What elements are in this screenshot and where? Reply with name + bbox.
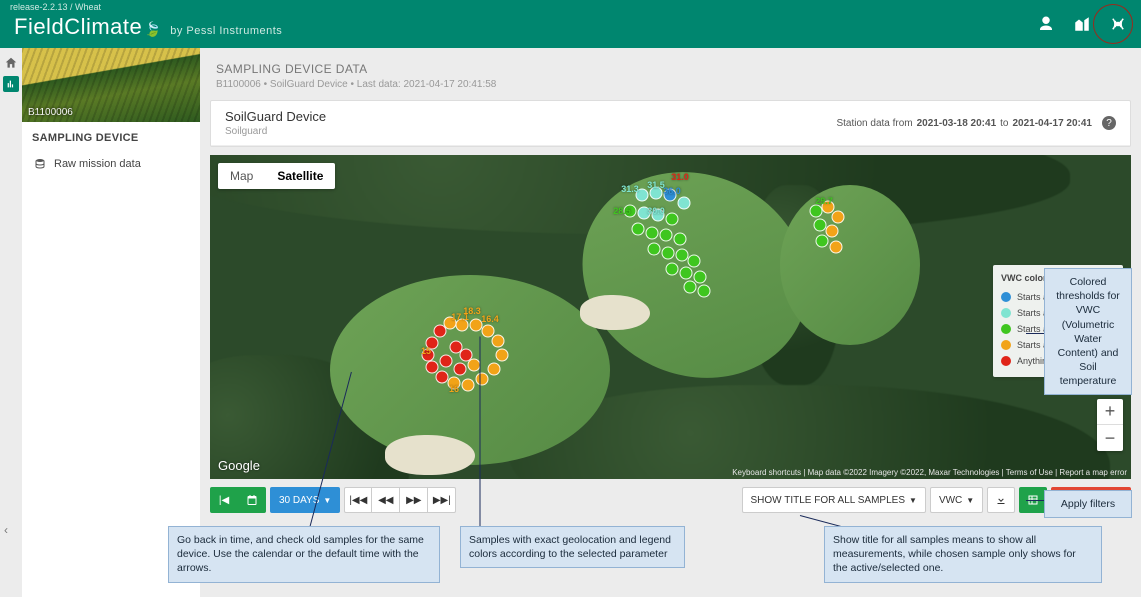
sample-label: 18.3	[463, 306, 481, 316]
database-icon	[34, 158, 46, 170]
sample-dot[interactable]	[662, 247, 675, 260]
sample-dot[interactable]	[694, 271, 707, 284]
sample-dot[interactable]	[678, 197, 691, 210]
sample-label: 30.0	[647, 206, 665, 216]
google-logo: Google	[218, 458, 260, 473]
sample-dot[interactable]	[660, 229, 673, 242]
home-icon[interactable]	[4, 56, 18, 70]
legend-swatch	[1001, 308, 1011, 318]
annotation-line	[480, 337, 481, 527]
sample-dot[interactable]	[816, 235, 829, 248]
sample-label: 31.3	[621, 184, 639, 194]
nav-next[interactable]: ▶▶	[400, 487, 428, 513]
leaf-icon: 🍃	[144, 21, 162, 38]
sample-dot[interactable]	[680, 267, 693, 280]
map[interactable]: Map Satellite VWC color definitions Star…	[210, 155, 1131, 479]
sample-dot[interactable]	[674, 233, 687, 246]
station-thumbnail[interactable]: B1100006	[22, 48, 200, 122]
sample-label: 15	[421, 346, 431, 356]
page-title: SAMPLING DEVICE DATA	[216, 62, 1125, 76]
sample-label: 31.0	[671, 172, 689, 182]
zoom-in-button[interactable]: +	[1097, 399, 1123, 425]
sample-dot[interactable]	[666, 213, 679, 226]
sample-label: 31.5	[647, 180, 665, 190]
sample-dot[interactable]	[454, 363, 467, 376]
collapse-icon[interactable]: ‹	[4, 523, 8, 537]
panel-subtitle: Soilguard	[225, 126, 326, 137]
callout-samples: Samples with exact geolocation and legen…	[460, 526, 685, 568]
date-range: Station data from 2021-03-18 20:41 to 20…	[836, 116, 1116, 130]
help-icon[interactable]: ?	[1102, 116, 1116, 130]
nav-prev[interactable]: ◀◀	[372, 487, 400, 513]
callout-thresholds: Colored thresholds for VWC (Volumetric W…	[1044, 268, 1132, 395]
calendar-button[interactable]	[238, 487, 266, 513]
sample-dot[interactable]	[462, 379, 475, 392]
sample-dot[interactable]	[426, 361, 439, 374]
sidebar-item-raw-mission[interactable]: Raw mission data	[22, 152, 200, 176]
annotation-line	[1026, 500, 1046, 501]
map-type-map[interactable]: Map	[218, 163, 265, 189]
zoom-control: + −	[1097, 399, 1123, 451]
panel-title: SoilGuard Device	[225, 109, 326, 124]
map-type-satellite[interactable]: Satellite	[265, 163, 335, 189]
sidebar-title: SAMPLING DEVICE	[22, 122, 200, 152]
left-rail: ‹	[0, 48, 22, 597]
release-label: release-2.2.13 / Wheat	[10, 2, 101, 12]
breadcrumb: SAMPLING DEVICE DATA B1100006 • SoilGuar…	[210, 58, 1131, 100]
nav-first[interactable]: |◀◀	[344, 487, 372, 513]
sample-dot[interactable]	[648, 243, 661, 256]
sample-dot[interactable]	[684, 281, 697, 294]
sample-dot[interactable]	[440, 355, 453, 368]
callout-time-nav: Go back in time, and check old samples f…	[168, 526, 440, 583]
sample-dot[interactable]	[646, 227, 659, 240]
callout-showtitle: Show title for all samples means to show…	[824, 526, 1102, 583]
sample-dot[interactable]	[688, 255, 701, 268]
sample-label: 16	[449, 384, 459, 394]
legend-swatch	[1001, 340, 1011, 350]
sidebar-item-label: Raw mission data	[54, 158, 141, 170]
sample-dot[interactable]	[436, 371, 449, 384]
param-dropdown[interactable]: VWC▼	[930, 487, 983, 513]
legend-swatch	[1001, 356, 1011, 366]
broadcast-icon[interactable]	[1109, 15, 1127, 33]
sample-label: 28.5	[613, 206, 631, 216]
map-type-toggle: Map Satellite	[218, 163, 335, 189]
show-title-dropdown[interactable]: SHOW TITLE FOR ALL SAMPLES▼	[742, 487, 926, 513]
device-panel: SoilGuard Device Soilguard Station data …	[210, 100, 1131, 147]
sample-dot[interactable]	[830, 241, 843, 254]
download-button[interactable]	[987, 487, 1015, 513]
page-subtitle: B1100006 • SoilGuard Device • Last data:…	[216, 79, 1125, 90]
brand-logo: FieldClimate🍃 by Pessl Instruments	[14, 14, 282, 40]
sample-label: 36.0	[663, 186, 681, 196]
legend-swatch	[1001, 324, 1011, 334]
main-area: SAMPLING DEVICE DATA B1100006 • SoilGuar…	[200, 48, 1141, 597]
first-button[interactable]: |◀	[210, 487, 238, 513]
sample-label: 16.4	[481, 314, 499, 324]
legend-swatch	[1001, 292, 1011, 302]
sample-dot[interactable]	[476, 373, 489, 386]
range-dropdown[interactable]: 30 DAYS▼	[270, 487, 340, 513]
user-icon[interactable]	[1037, 15, 1055, 33]
nav-last[interactable]: ▶▶|	[428, 487, 456, 513]
sample-dot[interactable]	[698, 285, 711, 298]
farm-icon[interactable]	[1073, 15, 1091, 33]
sample-dot[interactable]	[632, 223, 645, 236]
sample-label: 29.7	[815, 196, 833, 206]
sample-dot[interactable]	[492, 335, 505, 348]
station-id-label: B1100006	[28, 107, 73, 118]
sample-dot[interactable]	[826, 225, 839, 238]
callout-filters: Apply filters	[1044, 490, 1132, 518]
sample-dot[interactable]	[488, 363, 501, 376]
annotation-line	[1026, 333, 1046, 334]
chart-icon[interactable]	[3, 76, 19, 92]
zoom-out-button[interactable]: −	[1097, 425, 1123, 451]
sample-dot[interactable]	[496, 349, 509, 362]
sample-dot[interactable]	[666, 263, 679, 276]
toolbar: |◀ 30 DAYS▼ |◀◀ ◀◀ ▶▶ ▶▶| SHOW TITLE FOR…	[210, 479, 1131, 521]
google-attribution: Keyboard shortcuts | Map data ©2022 Imag…	[732, 468, 1127, 477]
sample-dot[interactable]	[832, 211, 845, 224]
top-bar: release-2.2.13 / Wheat FieldClimate🍃 by …	[0, 0, 1141, 48]
